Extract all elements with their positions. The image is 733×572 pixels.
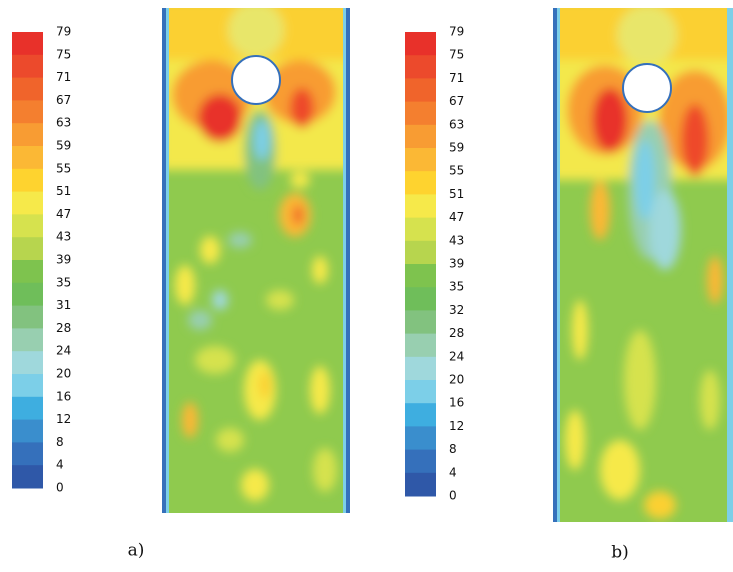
contour-plot-b [540,0,733,522]
colorbar-label: 24 [449,349,464,363]
colorbar-label: 71 [56,70,71,84]
colorbar-label: 47 [449,210,464,224]
colorbar-label: 8 [56,435,64,449]
colorbar-band [405,334,436,358]
colorbar-label: 51 [449,187,464,201]
colorbar-label: 67 [449,94,464,108]
colorbar-label: 28 [449,326,464,340]
figure: a) b) 79 75 71 67 63 59 55 51 47 43 39 35 31 28 24 20 16… [0,0,733,568]
colorbar-band [12,55,43,78]
colorbar-band [12,351,43,374]
colorbar-band [12,100,43,123]
colorbar-label: 55 [56,161,71,175]
colorbar-band [12,78,43,101]
colorbar-band [405,148,436,172]
colorbar-band [12,465,43,488]
colorbar-band [405,194,436,218]
colorbar-label: 4 [449,465,457,479]
colorbar-band [405,218,436,242]
colorbar-label: 12 [449,419,464,433]
caption: a) [128,541,145,561]
colorbar-label: 0 [56,481,64,495]
colorbar-band [405,102,436,126]
colorbar-label: 20 [56,367,71,381]
colorbar-band [12,214,43,237]
colorbar-label: 24 [56,344,71,358]
colorbar-label: 51 [56,184,71,198]
colorbar-band [405,403,436,427]
colorbar-label: 55 [449,164,464,178]
colorbar-label: 59 [449,141,464,155]
colorbar-label: 63 [56,116,71,130]
colorbar-label: 67 [56,93,71,107]
contour-plot-a [150,0,365,513]
colorbar-band [12,192,43,215]
colorbar-label: 71 [449,71,464,85]
colorbar-label: 8 [449,442,457,456]
colorbar-band [405,55,436,79]
colorbar-label: 43 [449,233,464,247]
colorbar-label: 79 [449,25,464,39]
colorbar-band [12,32,43,55]
colorbar-label: 0 [449,489,457,503]
colorbar-label: 16 [56,389,71,403]
colorbar-label: 59 [56,139,71,153]
colorbar-band [12,146,43,169]
colorbar-band [405,473,436,497]
colorbar-band [405,125,436,149]
colorbar-band [405,450,436,474]
colorbar-band [405,310,436,334]
colorbar-label: 43 [56,230,71,244]
colorbar-band [12,397,43,420]
colorbar-label: 35 [449,280,464,294]
colorbar-label: 39 [56,253,71,267]
colorbar-band [12,260,43,283]
colorbar-band [405,287,436,311]
colorbar-band [12,169,43,192]
colorbar-band [405,426,436,450]
colorbar-band [12,123,43,146]
colorbar-band [405,241,436,265]
colorbar-band [12,283,43,306]
colorbar-label: 28 [56,321,71,335]
colorbar-label: 12 [56,412,71,426]
colorbar-label: 32 [449,303,464,317]
colorbar-label: 63 [449,117,464,131]
colorbar-band [405,380,436,404]
colorbar-label: 20 [449,373,464,387]
colorbar-band [405,357,436,381]
colorbar-label: 31 [56,298,71,312]
colorbar-label: 4 [56,458,64,472]
colorbar-band [12,306,43,329]
colorbar-band [12,374,43,397]
colorbar-band [405,264,436,288]
colorbar-label: 39 [449,257,464,271]
colorbar-label: 47 [56,207,71,221]
colorbar-band [405,171,436,195]
colorbar-band [405,78,436,102]
colorbar-label: 16 [449,396,464,410]
colorbar-band [12,328,43,351]
colorbar-band [405,32,436,56]
caption: b) [611,543,629,563]
colorbar-band [12,420,43,443]
colorbar-label: 79 [56,25,71,39]
colorbar-label: 35 [56,275,71,289]
colorbar-band [12,442,43,465]
colorbar-band [12,237,43,260]
colorbar-label: 75 [449,48,464,62]
colorbar-label: 75 [56,47,71,61]
